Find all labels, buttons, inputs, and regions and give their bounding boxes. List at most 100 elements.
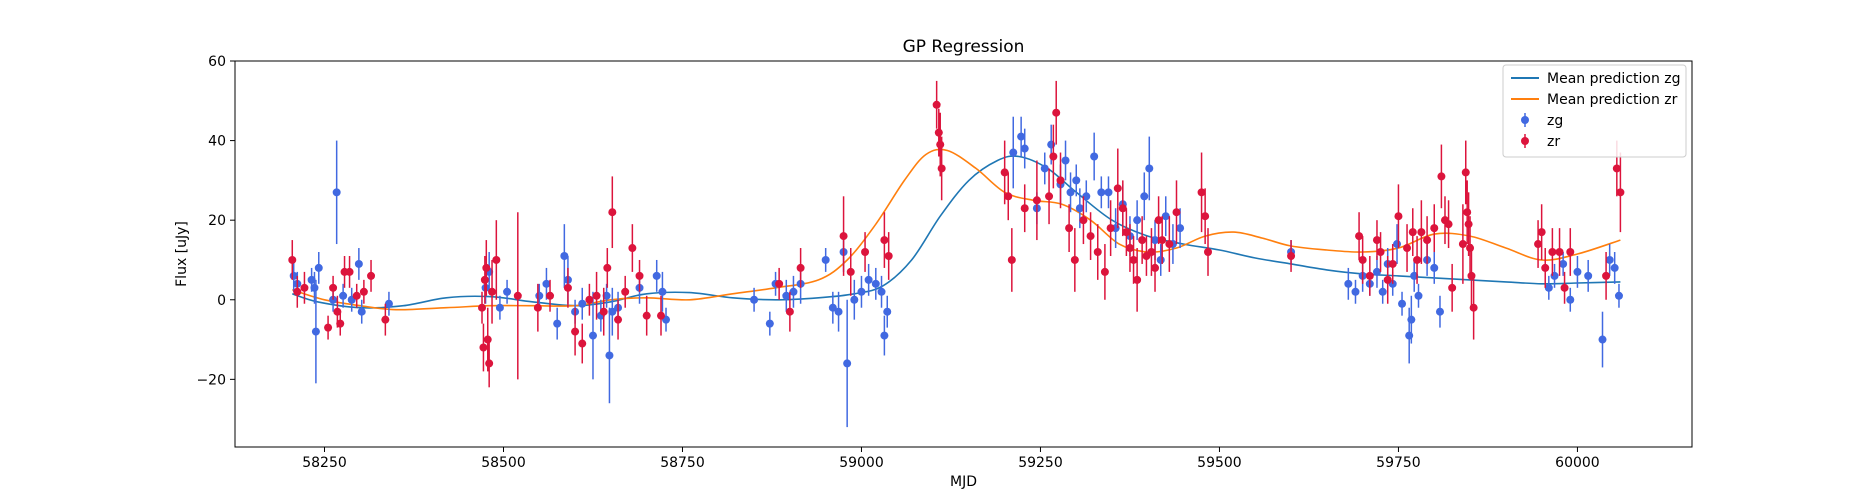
zg-point bbox=[652, 259, 661, 292]
marker bbox=[1066, 188, 1075, 197]
zr-point bbox=[585, 283, 594, 316]
zg-point bbox=[1040, 152, 1049, 185]
marker bbox=[834, 307, 843, 316]
zr-point bbox=[603, 248, 612, 288]
zr-point bbox=[775, 267, 784, 300]
zr-point bbox=[1537, 204, 1546, 260]
marker bbox=[1113, 184, 1122, 193]
marker bbox=[1052, 108, 1061, 117]
zg-point bbox=[1097, 176, 1106, 209]
y-tick-label: 20 bbox=[208, 213, 226, 229]
marker bbox=[1605, 255, 1614, 264]
zg-point bbox=[1133, 200, 1142, 241]
zr-point bbox=[478, 291, 487, 324]
zr-point bbox=[1458, 204, 1467, 284]
y-tick-label: 40 bbox=[208, 134, 226, 150]
x-tick-label: 58500 bbox=[481, 455, 526, 471]
zr-point bbox=[1566, 228, 1575, 276]
marker bbox=[1614, 291, 1623, 300]
marker bbox=[1017, 132, 1026, 141]
marker bbox=[1106, 224, 1115, 233]
zr-point bbox=[1448, 263, 1457, 312]
marker bbox=[932, 100, 941, 109]
zr-point bbox=[1204, 228, 1213, 276]
zg-point bbox=[1104, 176, 1113, 209]
marker bbox=[1086, 232, 1095, 241]
marker bbox=[1065, 224, 1074, 233]
marker bbox=[1461, 168, 1470, 177]
marker bbox=[850, 295, 859, 304]
zg-point bbox=[332, 140, 341, 245]
zg-point bbox=[857, 275, 866, 308]
x-axis-label: MJD bbox=[950, 474, 977, 490]
marker bbox=[1165, 240, 1174, 249]
zg-point bbox=[354, 248, 363, 280]
marker bbox=[599, 307, 608, 316]
zg-point bbox=[658, 271, 667, 312]
zg-point bbox=[828, 291, 837, 324]
x-tick-label: 59000 bbox=[839, 455, 884, 471]
zr-point bbox=[359, 279, 368, 304]
zr-point bbox=[1045, 168, 1054, 225]
zg-point bbox=[1009, 116, 1018, 189]
zg-points-layer bbox=[289, 116, 1623, 428]
marker bbox=[1376, 248, 1385, 257]
x-tick-label: 60000 bbox=[1555, 455, 1600, 471]
marker bbox=[1151, 263, 1160, 272]
zg-point bbox=[1351, 279, 1360, 304]
marker bbox=[1072, 176, 1081, 185]
zg-point bbox=[1414, 283, 1423, 308]
marker bbox=[553, 319, 562, 328]
marker bbox=[1610, 263, 1619, 272]
zr-point bbox=[1437, 144, 1446, 209]
zr-point bbox=[485, 339, 494, 388]
marker bbox=[1469, 303, 1478, 312]
zg-point bbox=[1559, 252, 1568, 276]
zg-point bbox=[871, 267, 880, 300]
marker bbox=[293, 287, 302, 296]
zr-point bbox=[1133, 248, 1142, 312]
zr-point bbox=[1358, 236, 1367, 284]
marker bbox=[1045, 192, 1054, 201]
zr-point bbox=[1138, 216, 1147, 264]
marker bbox=[1555, 248, 1564, 257]
marker bbox=[765, 319, 774, 328]
zr-point bbox=[1118, 180, 1127, 237]
marker bbox=[289, 271, 298, 280]
marker bbox=[314, 263, 323, 272]
legend-label-mean-zg: Mean prediction zg bbox=[1547, 71, 1681, 87]
marker bbox=[1393, 240, 1402, 249]
marker bbox=[1403, 244, 1412, 253]
legend: Mean prediction zg Mean prediction zr zg… bbox=[1502, 64, 1687, 158]
marker bbox=[1104, 188, 1113, 197]
marker bbox=[324, 323, 333, 332]
zg-point bbox=[357, 299, 366, 324]
marker bbox=[1372, 267, 1381, 276]
zr-point bbox=[1602, 252, 1611, 300]
zr-point bbox=[563, 267, 572, 308]
marker bbox=[1118, 204, 1127, 213]
marker bbox=[1075, 204, 1084, 213]
zr-point bbox=[1093, 224, 1102, 280]
zr-point bbox=[1440, 196, 1449, 245]
y-tick-label: 0 bbox=[217, 293, 226, 309]
x-tick-label: 59750 bbox=[1376, 455, 1421, 471]
zg-point bbox=[1407, 295, 1416, 344]
mean-line-zg bbox=[292, 155, 1621, 309]
marker bbox=[1007, 255, 1016, 264]
zg-point bbox=[1072, 164, 1081, 197]
x-tick-label: 59250 bbox=[1018, 455, 1063, 471]
marker bbox=[1201, 212, 1210, 221]
zr-point bbox=[635, 259, 644, 292]
zr-point bbox=[937, 136, 946, 201]
zg-point bbox=[750, 287, 759, 312]
zg-point bbox=[1410, 259, 1419, 292]
marker bbox=[542, 279, 551, 288]
zr-point bbox=[1376, 232, 1385, 272]
marker bbox=[339, 291, 348, 300]
marker bbox=[796, 263, 805, 272]
legend-marker bbox=[1521, 137, 1529, 145]
zr-point bbox=[1469, 275, 1478, 340]
marker bbox=[1004, 192, 1013, 201]
marker bbox=[1444, 220, 1453, 229]
